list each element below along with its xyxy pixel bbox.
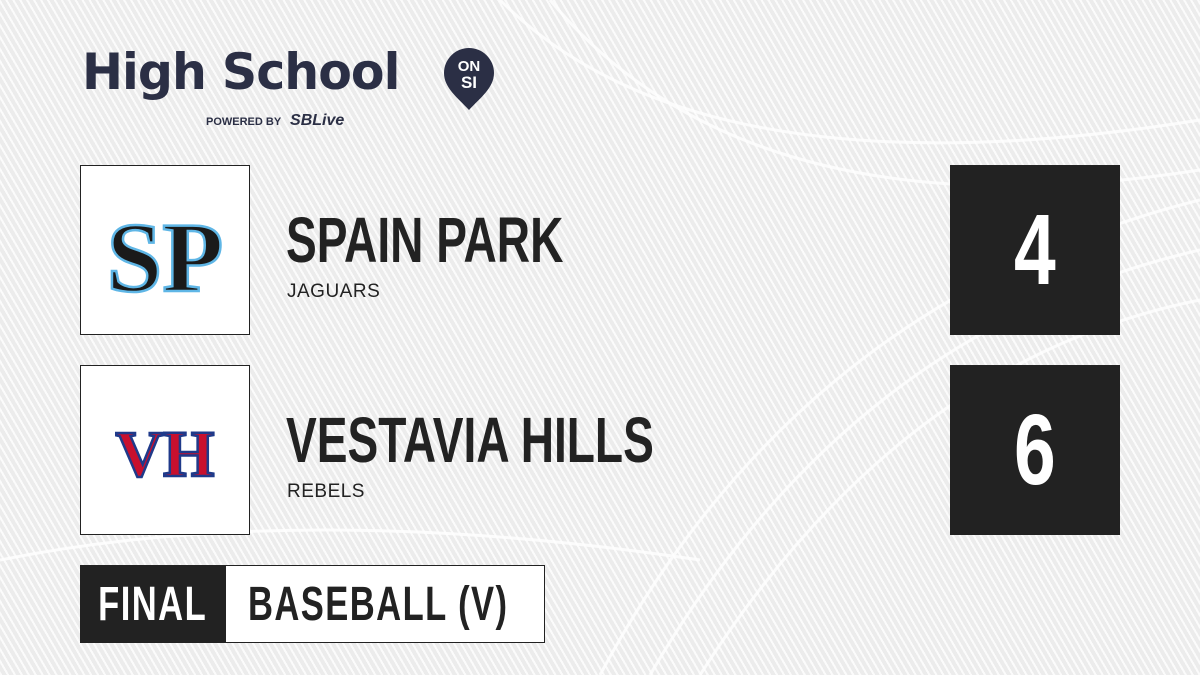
on-si-pin-icon: ON SI — [444, 48, 494, 110]
team-logo-vestavia-hills: VH — [80, 365, 250, 535]
sblive-logo: SBLive — [290, 112, 345, 129]
logo-title: High School — [82, 43, 400, 101]
sport-label: BASEBALL (V) — [225, 565, 545, 643]
team-score: 6 — [950, 365, 1120, 535]
team-mascot: REBELS — [287, 481, 365, 502]
game-status-badge: FINAL — [80, 565, 225, 643]
team-name: SPAIN PARK — [286, 204, 564, 276]
team-mascot: JAGUARS — [287, 281, 381, 302]
svg-text:VH: VH — [116, 418, 215, 491]
svg-text:SI: SI — [461, 73, 477, 92]
team-score: 4 — [950, 165, 1120, 335]
powered-by-label: POWERED BY — [206, 116, 281, 128]
team-name: VESTAVIA HILLS — [286, 404, 654, 476]
powered-by: POWERED BY SBLive — [206, 112, 344, 130]
team-logo-spain-park: SP — [80, 165, 250, 335]
svg-text:ON: ON — [458, 58, 481, 75]
high-school-on-si-logo: High School ON SI POWERED BY SBLive — [82, 43, 494, 129]
svg-text:SP: SP — [107, 202, 224, 313]
